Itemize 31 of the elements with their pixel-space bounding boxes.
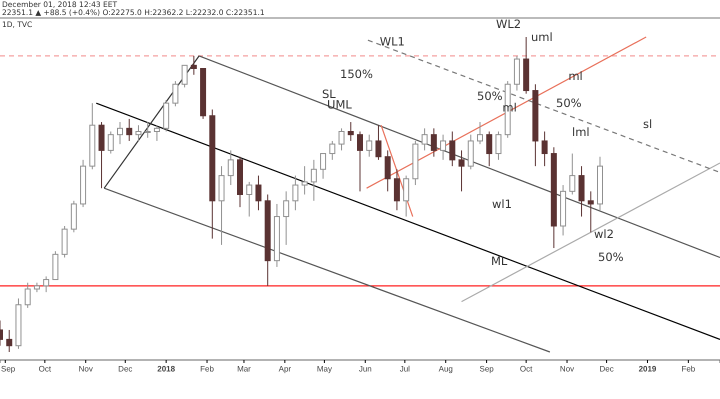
x-tick-label: Feb <box>681 364 696 374</box>
x-tick-label: Mar <box>237 364 252 374</box>
annotation: 50% <box>477 89 503 104</box>
annotation: sl <box>643 117 652 132</box>
text: WL2 <box>496 17 522 32</box>
annotation: ml <box>502 100 517 115</box>
x-tick-label: May <box>316 364 332 374</box>
annotation: lml <box>572 125 590 140</box>
x-tick-label: Feb <box>200 364 214 374</box>
x-tick-label: Dec <box>118 364 132 374</box>
annotation: 150% <box>340 67 373 82</box>
x-tick-label: Apr <box>278 364 292 374</box>
annotation: ML <box>491 254 508 268</box>
x-tick-label: Oct <box>38 364 52 374</box>
x-tick-label: Jun <box>358 364 372 374</box>
annotation: wl2 <box>594 227 614 242</box>
x-tick-label: 2018 <box>157 364 176 374</box>
annotation: uml <box>531 30 553 44</box>
x-tick-label: Dec <box>599 364 614 374</box>
x-tick-label: Oct <box>520 364 534 374</box>
annotation: 50% <box>598 250 624 264</box>
x-tick-label: Sep <box>1 364 16 374</box>
x-tick-label: 2019 <box>638 364 657 374</box>
x-tick-label: Sep <box>479 364 494 374</box>
annotation: 50% <box>556 96 582 110</box>
x-tick-label: Aug <box>438 364 453 374</box>
annotation: wl1 <box>492 197 512 212</box>
x-tick-label: Jul <box>400 364 410 374</box>
annotation: WL1 <box>380 34 405 49</box>
x-tick-label: Nov <box>560 364 574 374</box>
x-tick-label: Nov <box>78 364 93 374</box>
